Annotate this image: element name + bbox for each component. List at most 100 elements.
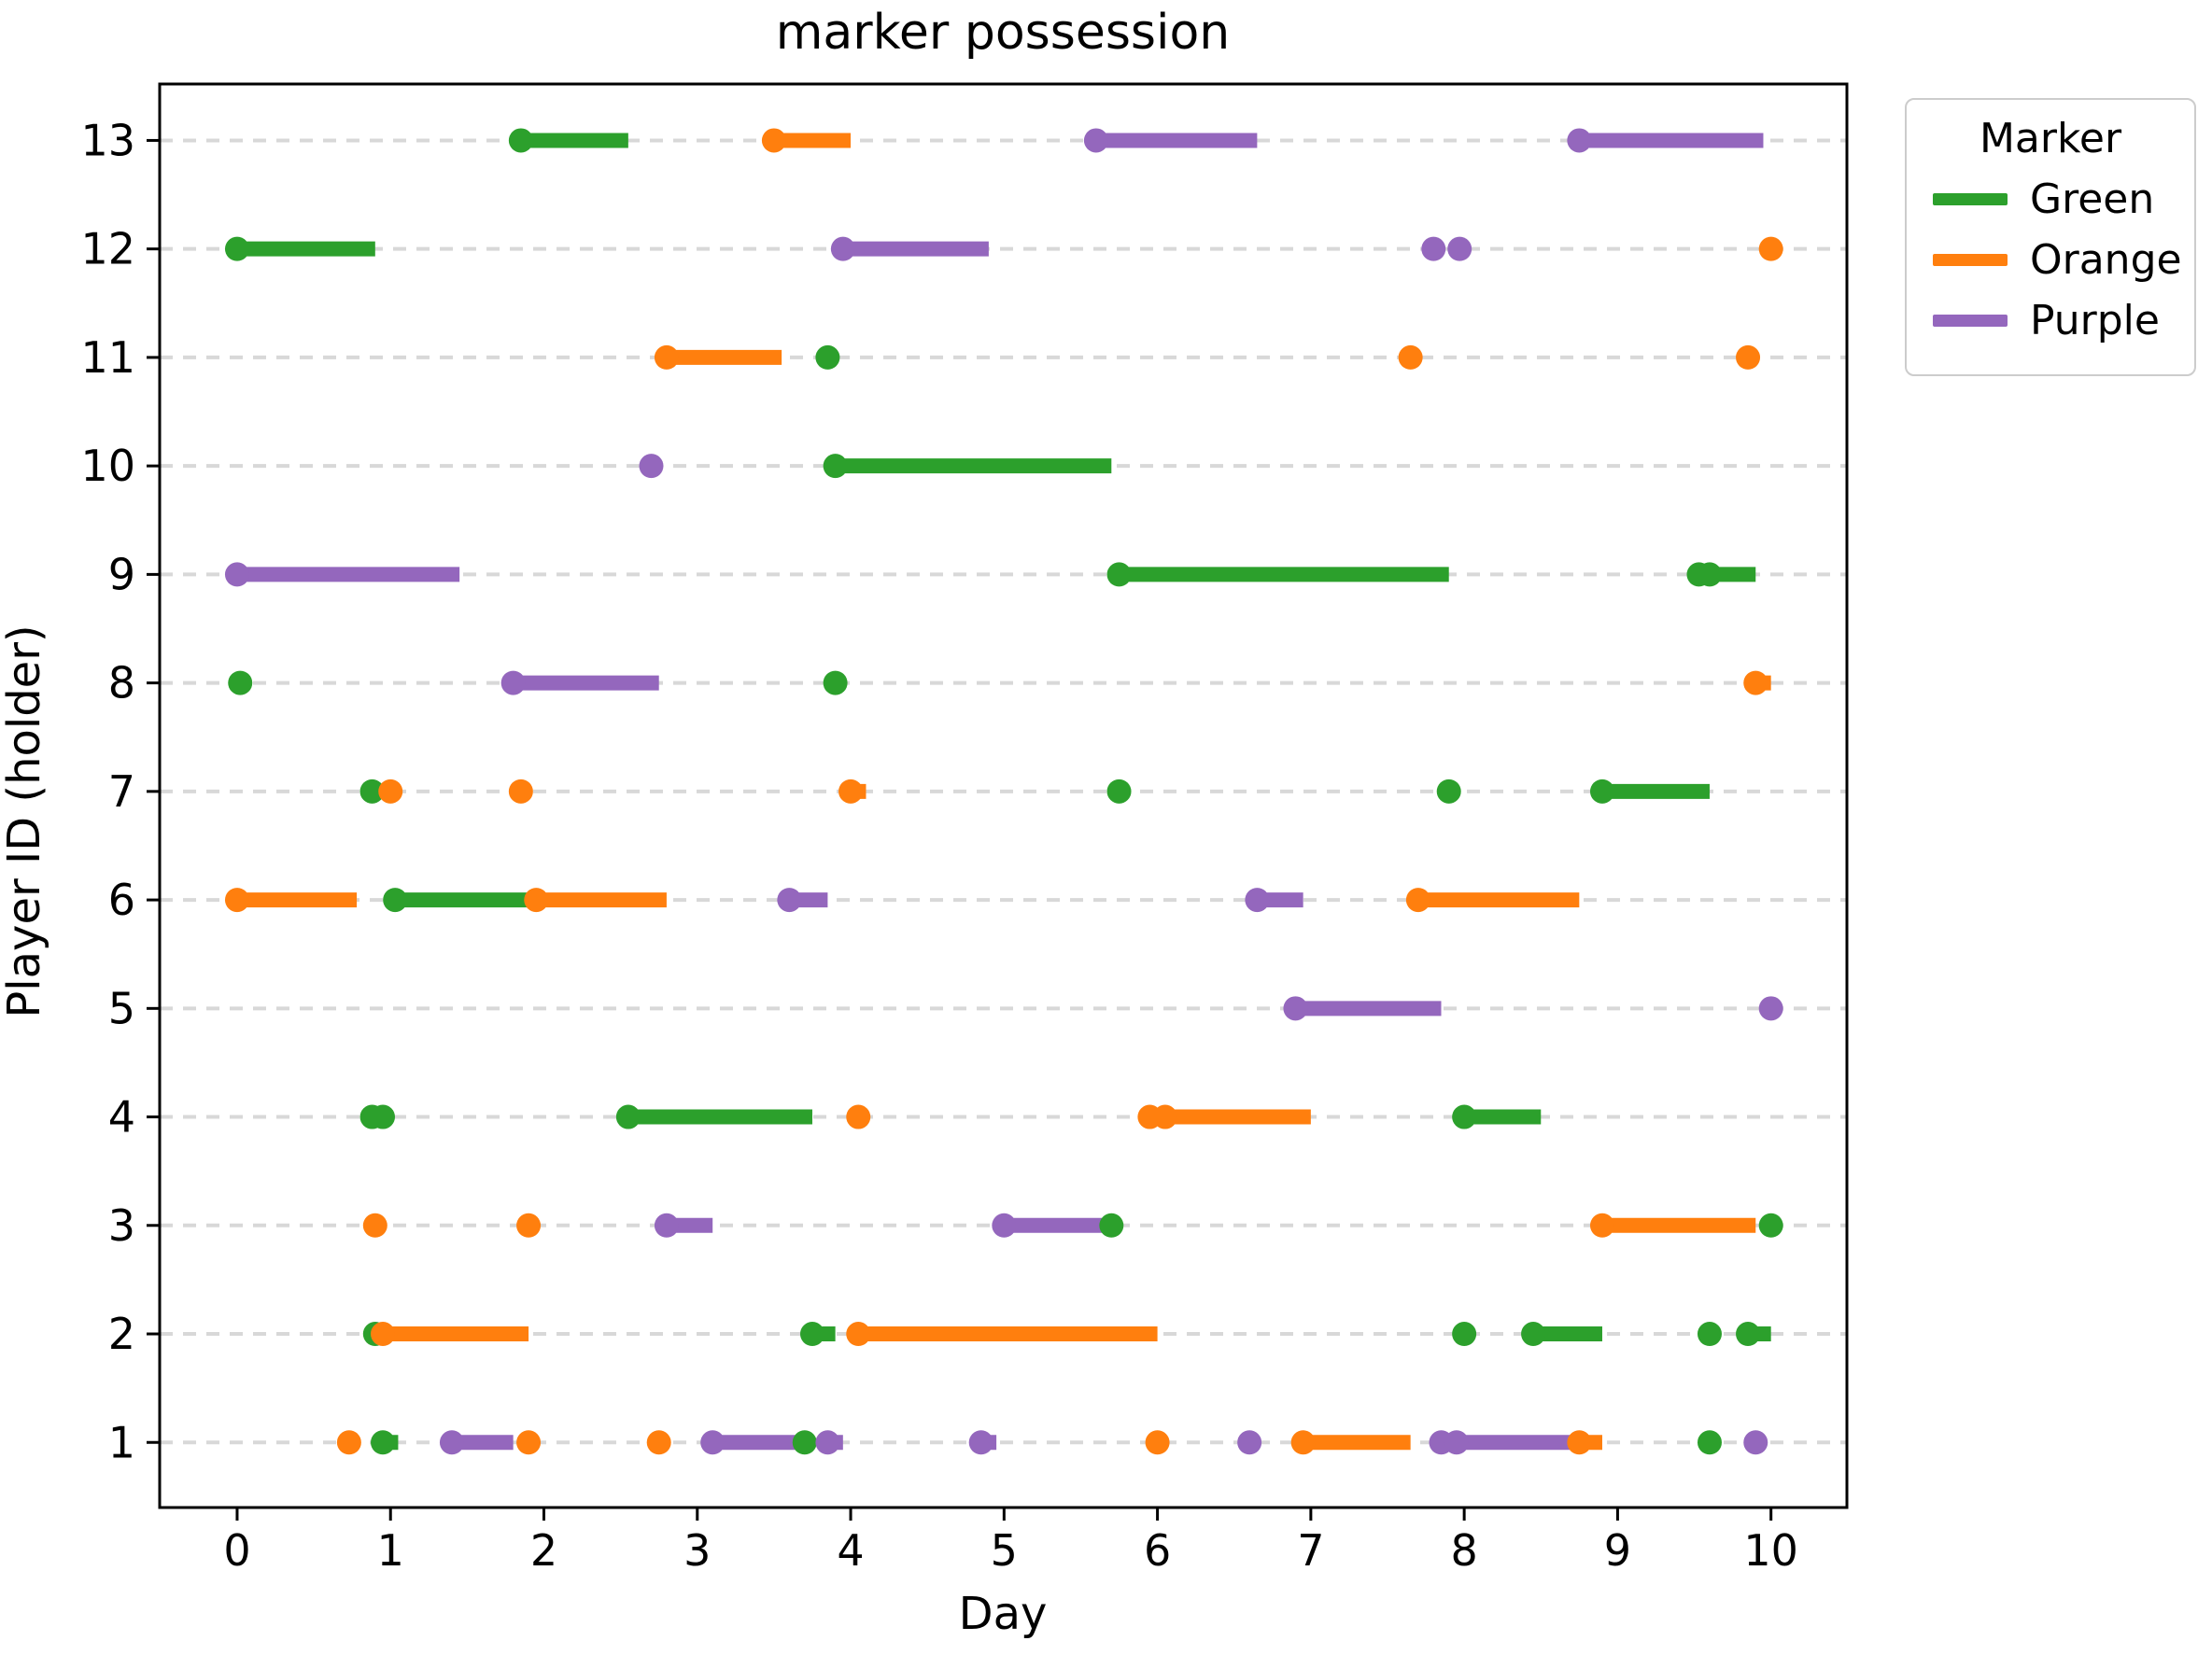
possession-event-dot	[1421, 236, 1446, 261]
possession-event-dot	[823, 454, 848, 479]
possession-event-dot	[508, 128, 533, 153]
legend-entry-orange: Orange	[1933, 236, 2194, 284]
possession-event-dot	[615, 1104, 641, 1129]
possession-event-dot	[524, 888, 549, 913]
possession-event-dot	[1697, 1322, 1722, 1347]
y-tick-label: 12	[80, 224, 135, 274]
possession-event-dot	[1245, 888, 1270, 913]
possession-event-dot	[224, 236, 249, 261]
legend-label: Purple	[2030, 297, 2160, 344]
possession-event-dot	[646, 1430, 671, 1455]
possession-event-dot	[846, 1322, 871, 1347]
possession-event-dot	[336, 1430, 361, 1455]
possession-event-dot	[1106, 562, 1132, 587]
possession-event-dot	[1736, 1322, 1761, 1347]
possession-marks	[224, 128, 1783, 1455]
legend-swatch-icon	[1933, 193, 2008, 205]
y-tick-label: 2	[108, 1309, 135, 1359]
possession-event-dot	[1758, 1213, 1783, 1238]
possession-event-dot	[1145, 1430, 1170, 1455]
possession-event-dot	[830, 236, 855, 261]
possession-event-dot	[1106, 778, 1132, 804]
possession-event-dot	[1758, 236, 1783, 261]
y-tick-label: 7	[108, 766, 135, 817]
x-tick-label: 1	[377, 1525, 404, 1576]
possession-event-dot	[1290, 1430, 1316, 1455]
possession-event-dot	[1589, 778, 1614, 804]
possession-event-dot	[792, 1430, 817, 1455]
legend-title: Marker	[1979, 115, 2122, 162]
possession-event-dot	[371, 1322, 396, 1347]
y-tick-label: 13	[80, 115, 135, 165]
possession-event-dot	[359, 778, 385, 804]
possession-event-dot	[1697, 562, 1722, 587]
possession-event-dot	[700, 1430, 726, 1455]
possession-event-dot	[1736, 344, 1761, 370]
possession-event-dot	[777, 888, 802, 913]
possession-event-dot	[383, 888, 408, 913]
x-tick-label: 9	[1604, 1525, 1631, 1576]
possession-event-dot	[1237, 1430, 1262, 1455]
legend-swatch-icon	[1933, 315, 2008, 327]
y-tick-label: 6	[108, 875, 135, 925]
y-tick-label: 5	[108, 983, 135, 1033]
possession-event-dot	[1099, 1213, 1124, 1238]
possession-event-dot	[371, 1104, 396, 1129]
possession-event-dot	[1567, 128, 1592, 153]
possession-event-dot	[1589, 1213, 1614, 1238]
possession-event-dot	[992, 1213, 1017, 1238]
possession-event-dot	[1405, 888, 1430, 913]
possession-event-dot	[516, 1213, 542, 1238]
possession-event-dot	[228, 670, 253, 695]
possession-event-dot	[1444, 1430, 1469, 1455]
possession-event-dot	[1398, 344, 1423, 370]
possession-event-dot	[1567, 1430, 1592, 1455]
possession-event-dot	[371, 1430, 396, 1455]
possession-event-dot	[823, 670, 848, 695]
y-axis-label: Player ID (holder)	[0, 624, 50, 1017]
x-tick-label: 3	[683, 1525, 711, 1576]
legend-label: Orange	[2030, 236, 2182, 284]
possession-event-dot	[654, 1213, 679, 1238]
possession-event-dot	[1083, 128, 1108, 153]
possession-event-dot	[799, 1322, 824, 1347]
possession-event-dot	[508, 778, 533, 804]
possession-event-dot	[1436, 778, 1461, 804]
possession-event-dot	[500, 670, 526, 695]
legend: Marker Green Orange Purple	[1905, 98, 2196, 376]
x-tick-label: 10	[1743, 1525, 1798, 1576]
chart-title: marker possession	[776, 5, 1230, 61]
y-tick-label: 1	[108, 1417, 135, 1467]
possession-event-dot	[838, 778, 864, 804]
possession-event-dot	[654, 344, 679, 370]
possession-event-dot	[1521, 1322, 1546, 1347]
y-tick-label: 3	[108, 1200, 135, 1251]
possession-event-dot	[1452, 1322, 1477, 1347]
possession-event-dot	[846, 1104, 871, 1129]
possession-event-dot	[224, 562, 249, 587]
legend-label: Green	[2030, 175, 2155, 223]
y-tick-label: 9	[108, 549, 135, 599]
possession-event-dot	[968, 1430, 993, 1455]
possession-event-dot	[1452, 1104, 1477, 1129]
possession-event-dot	[1152, 1104, 1177, 1129]
possession-event-dot	[378, 778, 403, 804]
x-tick-label: 6	[1144, 1525, 1171, 1576]
legend-swatch-icon	[1933, 254, 2008, 266]
possession-event-dot	[362, 1213, 387, 1238]
legend-entry-purple: Purple	[1933, 297, 2194, 344]
x-tick-label: 2	[530, 1525, 557, 1576]
possession-event-dot	[1743, 1430, 1768, 1455]
possession-event-dot	[1758, 996, 1783, 1021]
possession-event-dot	[815, 344, 840, 370]
possession-event-dot	[1283, 996, 1308, 1021]
y-tick-label: 11	[80, 332, 135, 383]
x-tick-label: 7	[1297, 1525, 1324, 1576]
x-tick-label: 0	[223, 1525, 250, 1576]
y-tick-label: 10	[80, 441, 135, 491]
x-tick-label: 4	[837, 1525, 864, 1576]
x-tick-label: 5	[991, 1525, 1018, 1576]
